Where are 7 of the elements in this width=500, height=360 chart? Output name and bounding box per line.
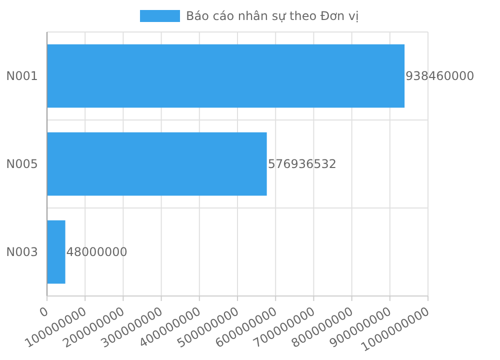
data-label: 938460000 bbox=[406, 69, 474, 84]
y-tick-label: N005 bbox=[6, 157, 38, 172]
y-tick-label: N003 bbox=[6, 245, 38, 260]
data-label: 576936532 bbox=[268, 157, 337, 172]
y-tick-label: N001 bbox=[6, 69, 38, 84]
legend-label: Báo cáo nhân sự theo Đơn vị bbox=[186, 9, 359, 24]
data-label: 48000000 bbox=[66, 245, 128, 260]
